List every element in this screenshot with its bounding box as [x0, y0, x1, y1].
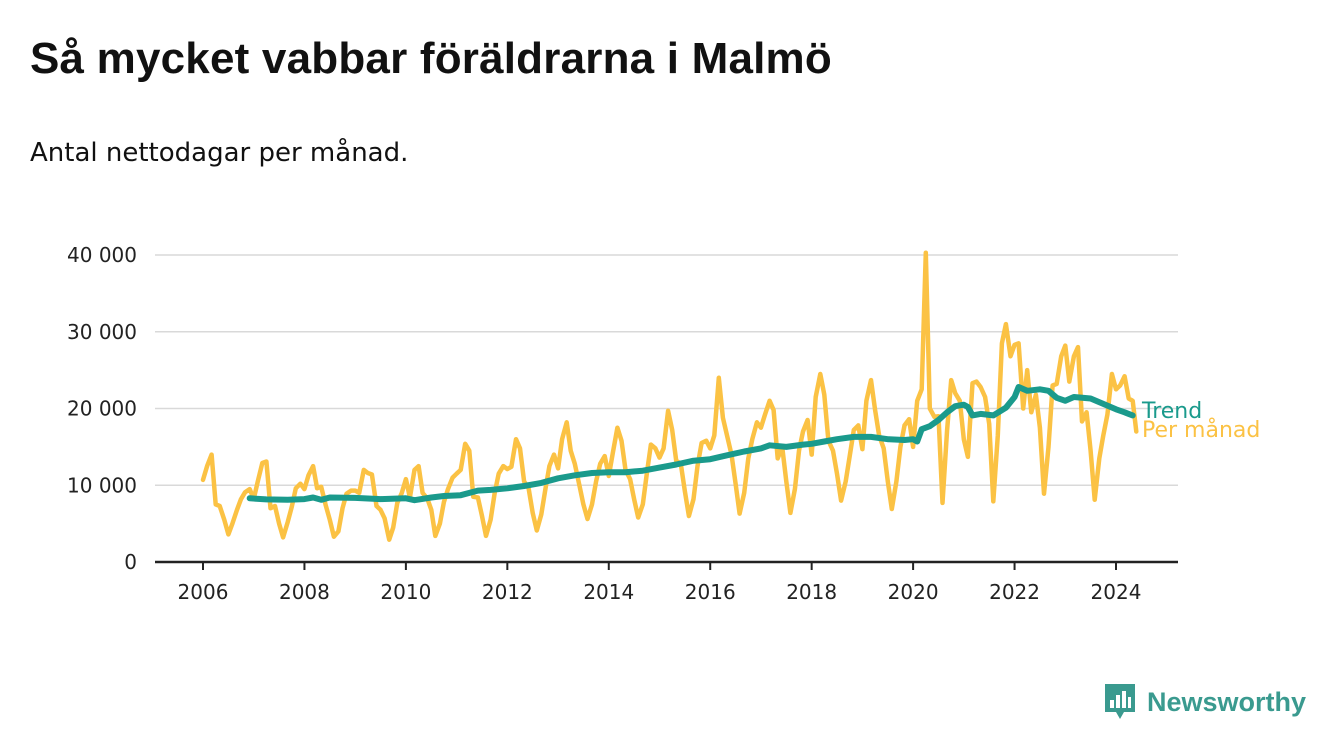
x-tick-label: 2020 — [888, 580, 939, 604]
brand-name: Newsworthy — [1147, 686, 1307, 717]
x-tick-label: 2012 — [482, 580, 533, 604]
x-tick: 2012 — [482, 562, 533, 604]
y-axis-ticks: 0 10 000 20 000 30 000 40 000 — [67, 243, 137, 574]
x-tick: 2010 — [380, 562, 431, 604]
x-tick: 2018 — [786, 562, 837, 604]
y-tick-label: 20 000 — [67, 397, 137, 421]
x-tick-label: 2014 — [583, 580, 634, 604]
series-line-per-manad — [200, 250, 1139, 542]
y-tick-label: 40 000 — [67, 243, 137, 267]
x-tick: 2016 — [685, 562, 736, 604]
x-tick: 2006 — [178, 562, 229, 604]
y-tick: 30 000 — [67, 320, 137, 344]
newsworthy-brand[interactable]: Newsworthy — [1103, 682, 1306, 722]
x-tick-label: 2016 — [685, 580, 736, 604]
x-tick-label: 2022 — [989, 580, 1040, 604]
chart-subtitle: Antal nettodagar per månad. — [30, 138, 409, 168]
y-tick-label: 10 000 — [67, 473, 137, 497]
chart-title: Så mycket vabbar föräldrarna i Malmö — [30, 34, 832, 83]
series-label-per-manad: Per månad — [1142, 417, 1260, 443]
x-tick: 2024 — [1091, 562, 1142, 604]
x-axis-ticks: 2006 2008 2010 2012 2014 2016 2018 2020 2022 2024 — [178, 562, 1142, 604]
x-tick-label: 2018 — [786, 580, 837, 604]
y-tick: 40 000 — [67, 243, 137, 267]
y-tick-label: 0 — [124, 550, 137, 574]
y-tick-label: 30 000 — [67, 320, 137, 344]
x-tick: 2020 — [888, 562, 939, 604]
x-tick-label: 2008 — [279, 580, 330, 604]
newsworthy-logo-icon — [1105, 684, 1135, 719]
x-tick-label: 2006 — [178, 580, 229, 604]
y-tick: 0 — [124, 550, 137, 574]
x-tick: 2008 — [279, 562, 330, 604]
series-line-trend — [246, 384, 1136, 504]
x-tick: 2022 — [989, 562, 1040, 604]
y-tick: 20 000 — [67, 397, 137, 421]
series-label-trend: Trend — [1141, 399, 1202, 424]
series-lines — [200, 250, 1139, 542]
x-tick-label: 2010 — [380, 580, 431, 604]
grid-lines — [155, 254, 1178, 486]
x-tick-label: 2024 — [1091, 580, 1142, 604]
x-tick: 2014 — [583, 562, 634, 604]
y-tick: 10 000 — [67, 473, 137, 497]
